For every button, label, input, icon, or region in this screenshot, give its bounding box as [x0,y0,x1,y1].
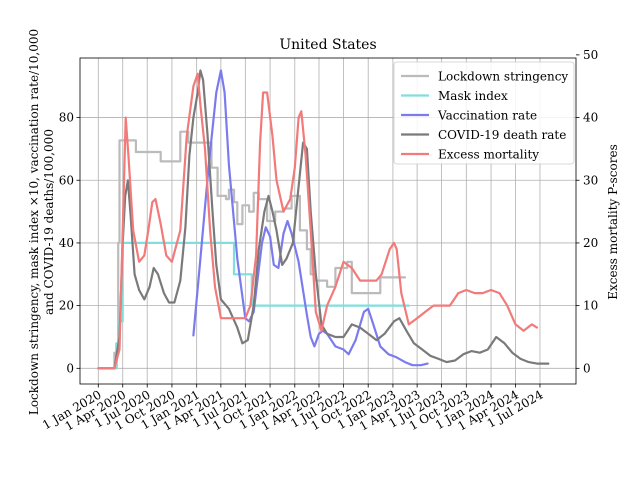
y-left-tick-label: 60 [59,173,74,187]
y-left-tick-label: 80 [59,111,74,125]
legend-label-excess-mortality: Excess mortality [438,148,539,162]
legend-label-lockdown-stringency: Lockdown stringency [438,70,568,84]
y-right-tick-label: 30 [583,173,598,187]
y-right-tick-label: 0 [583,361,591,375]
legend-label-covid-19-death-rate: COVID-19 death rate [438,128,566,142]
plot-frame [79,57,577,385]
series-line-lockdown-stringency [97,130,407,370]
y-left-tick-label: 0 [66,361,74,375]
legend-label-vaccination-rate: Vaccination rate [437,109,537,123]
y-right-tick-label: 20 [583,236,598,250]
y-axis-left-title-line2: and COVID-19 deaths/100,000 [42,129,56,315]
chart-title: United States [279,37,376,53]
legend-box [393,61,575,165]
grid [80,58,576,384]
y-axis-left: 0 20 40 60 80 [59,111,80,375]
y-axis-left-title-line1: Lockdown stringency, mask index ×10, vac… [27,29,41,415]
series-layer [97,69,550,370]
y-right-tick-label: 40 [583,111,598,125]
y-right-tick-label: 50 [583,48,598,62]
legend: Lockdown stringency Mask index Vaccination… [393,61,575,165]
series-line-vaccination-rate [192,69,429,367]
y-axis-right-title: Excess mortality P-scores [606,144,620,299]
y-left-tick-label: 20 [59,299,74,313]
legend-label-mask-index: Mask index [438,89,508,103]
y-left-tick-label: 40 [59,236,74,250]
y-axis-right: 0 10 20 30 40 50 [576,48,598,375]
series-line-covid-19-death-rate [97,69,550,370]
y-right-tick-label: 10 [583,299,598,313]
series-line-excess-mortality [97,72,539,370]
